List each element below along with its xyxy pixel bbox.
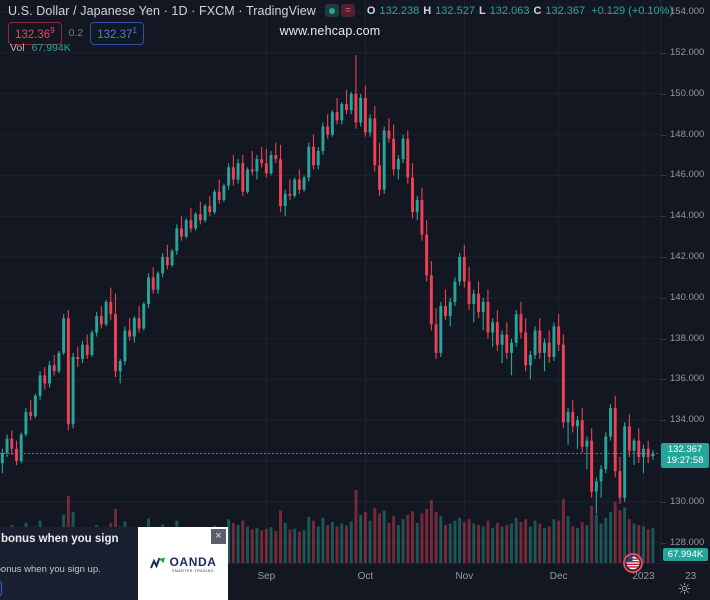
chart-plot-area[interactable] xyxy=(0,0,692,563)
high-value: 132.527 xyxy=(435,4,475,17)
low-label: L xyxy=(478,4,486,17)
bid-price: 132.36 xyxy=(15,28,51,41)
volume-legend[interactable]: Vol 67.994K xyxy=(10,42,71,54)
time-axis-tick: Sep xyxy=(257,571,276,582)
price-axis-tick: 146.000 xyxy=(670,169,705,181)
close-value: 132.367 xyxy=(545,4,586,17)
spread-value: 0.2 xyxy=(68,27,84,40)
price-axis-tick: 134.000 xyxy=(670,414,705,426)
price-axis-tick: 130.000 xyxy=(670,495,705,507)
price-axis-tick-mark xyxy=(661,257,666,259)
price-axis-tick: 128.000 xyxy=(670,536,705,548)
price-axis-tick-mark xyxy=(661,175,666,177)
bid-superscript: 9 xyxy=(50,26,55,35)
equals-icon[interactable]: = xyxy=(340,4,355,17)
ad-cta-button[interactable]: ade now xyxy=(0,580,2,597)
bid-price-badge[interactable]: 132.369 xyxy=(8,22,62,45)
oanda-brand-name: OANDA xyxy=(169,554,217,569)
price-axis-tick: 142.000 xyxy=(670,251,705,263)
volume-value: 67.994K xyxy=(31,42,71,54)
price-axis-tick-mark xyxy=(661,379,666,381)
time-axis-tick: 23 xyxy=(685,571,697,582)
symbol-title-row: U.S. Dollar / Japanese Yen · 1D · FXCM ·… xyxy=(8,2,673,19)
price-axis-tick: 144.000 xyxy=(670,210,705,222)
price-axis-tick-mark xyxy=(661,134,666,136)
header-toggle-group: = xyxy=(324,4,355,17)
time-axis-tick: Oct xyxy=(357,571,374,582)
price-axis-tick-mark xyxy=(661,542,666,544)
change-value: +0.129 (+0.10%) xyxy=(591,4,674,17)
close-label: C xyxy=(533,4,542,17)
us-flag-icon[interactable] xyxy=(623,553,643,573)
price-axis[interactable]: 154.000 152.000 150.000 148.000 146.000 144.0… xyxy=(660,0,710,563)
price-axis-tick-mark xyxy=(661,93,666,95)
ask-price-badge[interactable]: 132.371 xyxy=(90,22,144,45)
volume-label: Vol xyxy=(10,42,25,54)
price-axis-tick-mark xyxy=(661,338,666,340)
time-axis-tick: Nov xyxy=(455,571,474,582)
time-axis-tick: 2023 xyxy=(632,571,655,582)
price-axis-tick: 150.000 xyxy=(670,87,705,99)
low-value: 132.063 xyxy=(489,4,530,17)
ad-text-block: a SG$388 bonus when you sign up. sit SG$… xyxy=(0,527,138,600)
price-axis-tick-mark xyxy=(661,216,666,218)
time-axis-tick: Dec xyxy=(549,571,568,582)
price-axis-tick-mark xyxy=(661,297,666,299)
circle-dot-icon[interactable] xyxy=(324,4,339,17)
price-axis-tick: 154.000 xyxy=(670,6,705,18)
ask-price: 132.37 xyxy=(97,28,133,41)
price-axis-tick-mark xyxy=(661,501,666,503)
price-axis-tick: 140.000 xyxy=(670,291,705,303)
live-time-value: 19:27:58 xyxy=(666,454,704,466)
candlestick-svg xyxy=(0,0,692,563)
price-axis-tick-mark xyxy=(661,53,666,55)
gear-icon[interactable] xyxy=(678,582,691,595)
bid-ask-row: 132.369 0.2 132.371 xyxy=(8,22,144,45)
oanda-mark-icon xyxy=(149,557,165,569)
live-price-value: 132.367 xyxy=(667,443,703,455)
live-volume-badge: 67.994K xyxy=(663,548,708,561)
ad-logo-panel: × OANDA SMARTER TRADING xyxy=(138,527,228,600)
chart-header: U.S. Dollar / Japanese Yen · 1D · FXCM ·… xyxy=(0,0,710,58)
open-value: 132.238 xyxy=(379,4,420,17)
live-price-badge: 132.367 19:27:58 xyxy=(661,442,709,468)
close-icon[interactable]: × xyxy=(211,529,226,544)
ohlc-readout: O 132.238 H 132.527 L 132.063 C 132.367 +0.1… xyxy=(367,5,673,17)
symbol-title[interactable]: U.S. Dollar / Japanese Yen · 1D · FXCM ·… xyxy=(8,3,316,18)
price-axis-tick: 152.000 xyxy=(670,47,705,59)
high-label: H xyxy=(423,4,432,17)
price-axis-tick-mark xyxy=(661,420,666,422)
open-label: O xyxy=(366,4,376,17)
price-axis-tick: 138.000 xyxy=(670,332,705,344)
price-axis-tick: 136.000 xyxy=(670,373,705,385)
price-axis-tick-mark xyxy=(661,12,666,14)
ask-superscript: 1 xyxy=(132,26,137,35)
price-axis-tick: 148.000 xyxy=(670,128,705,140)
site-watermark: www.nehcap.com xyxy=(279,24,381,38)
oanda-tagline: SMARTER TRADING xyxy=(171,568,215,573)
ad-body-line2: ns apply xyxy=(0,576,132,588)
ad-headline: a SG$388 bonus when you sign up. xyxy=(0,533,119,545)
oanda-logo: OANDA SMARTER TRADING xyxy=(149,554,217,573)
ad-body-line1: sit SG$388 bonus when you sign up. xyxy=(0,564,101,575)
ad-overlay[interactable]: a SG$388 bonus when you sign up. sit SG$… xyxy=(0,527,228,600)
